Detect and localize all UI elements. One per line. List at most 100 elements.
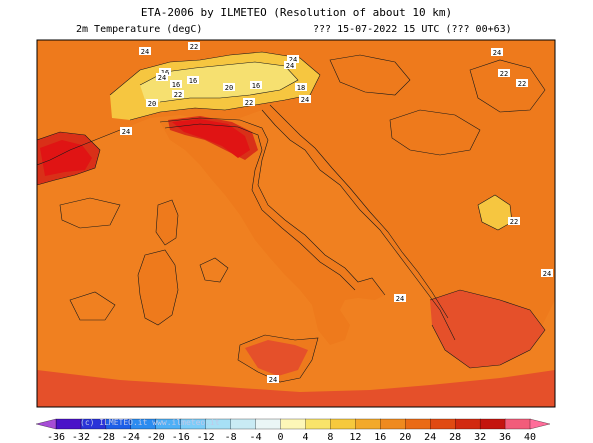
temperature-colorbar [35, 418, 551, 430]
contour-label: 20 [148, 100, 156, 108]
contour-label-bg [223, 83, 235, 91]
po-valley-extreme-zone [172, 119, 250, 158]
colorbar-segment [280, 418, 307, 430]
contour-label: 24 [396, 295, 404, 303]
colorbar-segment [504, 418, 531, 430]
contour-label-bg [159, 68, 171, 76]
contour-label-bg [394, 294, 406, 302]
map-variable-label: 2m Temperature (degC) [76, 24, 203, 35]
contour-label: 22 [500, 70, 508, 78]
contour-label-bg [156, 73, 168, 81]
sardinia-island [138, 250, 178, 325]
colorbar-tick-label: -12 [196, 432, 215, 443]
contour-label: 24 [543, 270, 551, 278]
contour-label-bg [498, 69, 510, 77]
contour-label-bg [267, 375, 279, 383]
corsica-island [156, 200, 178, 245]
contour-label-bg [491, 48, 503, 56]
colorbar-segment [305, 418, 332, 430]
contour-label-bg [120, 127, 132, 135]
colorbar-tick-label: 4 [302, 432, 309, 443]
colorbar-segment [55, 418, 82, 430]
contour-label: 24 [289, 56, 297, 64]
contour-label: 22 [190, 43, 198, 51]
colorbar-tick-label: 0 [277, 432, 284, 443]
colorbar-tick-label: 36 [499, 432, 512, 443]
colorbar-tick-label: -8 [224, 432, 237, 443]
colorbar-segment [455, 418, 481, 430]
contour-label-bg [187, 76, 199, 84]
contour-label: 24 [141, 48, 149, 56]
balkan-landmass [262, 40, 555, 365]
contour-label: 16 [252, 82, 260, 90]
contour-label: 18 [297, 84, 305, 92]
contour-label-bg [284, 61, 296, 69]
colorbar-segment [380, 418, 406, 430]
colorbar-tick-label: -16 [171, 432, 190, 443]
colorbar-tick-label: -32 [71, 432, 90, 443]
contour-label: 22 [245, 99, 253, 107]
contour-label: 24 [158, 74, 166, 82]
contour-label-bg [243, 98, 255, 106]
sicily-hot-zone [245, 340, 308, 376]
colorbar-segment [355, 418, 381, 430]
colorbar-tick-label: 20 [399, 432, 412, 443]
colorbar-tick-label: 40 [523, 432, 537, 443]
map-frame [36, 39, 556, 408]
balkan-mild-zone [478, 195, 512, 230]
contour-label-bg [299, 95, 311, 103]
contour-label: 22 [174, 91, 182, 99]
colorbar-tick-label: -36 [46, 432, 66, 443]
colorbar-tick-label: -4 [249, 432, 262, 443]
contour-label-bg [516, 79, 528, 87]
southern-boundary-hot-zone [37, 370, 555, 407]
colorbar-tick-label: 16 [374, 432, 387, 443]
contour-label-bg [146, 99, 158, 107]
contour-label-bg [541, 269, 553, 277]
greece-hot-zone [430, 290, 545, 368]
contour-label: 24 [269, 376, 277, 384]
contour-label-bg [139, 47, 151, 55]
colorbar-tick-label: 28 [449, 432, 462, 443]
colorbar-tick-label: 8 [327, 432, 334, 443]
contour-label-bg [170, 80, 182, 88]
colorbar-tick-label: 12 [349, 432, 362, 443]
colorbar-segment [479, 418, 506, 430]
contour-label: 20 [225, 84, 233, 92]
contour-label-bg [188, 42, 200, 50]
contour-label-bg [287, 55, 299, 63]
watermark: (c) ILMETEO.it www.ilmeteo.it [80, 418, 220, 427]
contour-label-bg [508, 217, 520, 225]
colorbar-segment [255, 418, 282, 430]
map-valid-time: ??? 15-07-2022 15 UTC (??? 00+63) [313, 24, 512, 35]
contour-label: 24 [122, 128, 130, 136]
colorbar-tick-label: 32 [474, 432, 487, 443]
contour-label: 16 [172, 81, 180, 89]
colorbar-segment [430, 418, 456, 430]
map-title: ETA-2006 by ILMETEO (Resolution of about… [140, 6, 453, 19]
contour-label-bg [172, 90, 184, 98]
colorbar-tick-label: 24 [424, 432, 437, 443]
colorbar-over-arrow [529, 418, 551, 430]
contour-label: 22 [518, 80, 526, 88]
contour-label: 22 [510, 218, 518, 226]
colorbar-tick-label: -20 [146, 432, 165, 443]
contour-label-bg [295, 83, 307, 91]
colorbar-segment [230, 418, 257, 430]
contour-label: 16 [189, 77, 197, 85]
southern-france-extreme-zone [40, 140, 92, 176]
colorbar-under-arrow [35, 418, 57, 430]
colorbar-tick-label: -24 [121, 432, 140, 443]
isotherm-contours [37, 51, 546, 383]
contour-label: 24 [301, 96, 309, 104]
map-field [37, 40, 555, 407]
colorbar-tick-label: -28 [96, 432, 115, 443]
italian-peninsula [160, 118, 385, 345]
colorbar-segment [330, 418, 357, 430]
contour-label-bg [250, 81, 262, 89]
contour-label: 24 [286, 62, 294, 70]
contour-label: 24 [493, 49, 501, 57]
contour-label-group: 2422242416221616201618222422202224222424… [120, 42, 553, 384]
colorbar-segment [405, 418, 431, 430]
